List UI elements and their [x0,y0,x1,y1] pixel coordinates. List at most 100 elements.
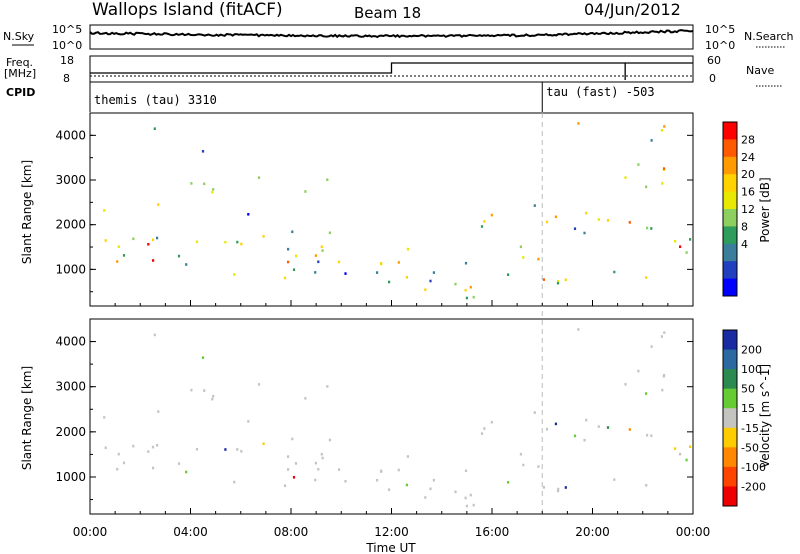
power-cell [247,213,250,216]
power-cell [490,213,493,217]
power-cell [257,176,261,179]
power-cell [469,285,472,289]
velocity-colorbar-swatch [723,408,737,429]
velocity-cell [557,487,560,491]
velocity-colorbar-tick: 50 [741,383,755,396]
power-cell [117,245,120,248]
velocity-cell [637,369,640,373]
velocity-cell [663,331,666,334]
velocity-cell [247,420,250,423]
velocity-cell [685,458,688,462]
power-cell [212,188,215,191]
velocity-panel-frame [89,318,694,515]
velocity-colorbar-swatch [723,427,737,448]
power-cell [545,220,549,224]
velocity-cell [522,463,525,467]
velocity-colorbar-tick: 100 [741,363,762,376]
power-cell [317,260,320,264]
noise-right-label: N.Search [744,30,794,43]
power-cell [522,256,525,259]
power-cell [177,254,181,258]
freq-left-tick-top: 18 [60,54,74,67]
velocity-cell [376,478,379,482]
velocity-cell [573,434,577,438]
velocity-cell [424,496,427,499]
power-cell [465,296,468,300]
velocity-cell [153,333,156,337]
power-cell [624,176,627,179]
velocity-cell [344,480,347,483]
power-cell [573,227,577,230]
x-tick-label: 08:00 [274,525,309,539]
velocity-cell [429,487,432,491]
freq-left-label: Freq. [6,56,33,69]
power-cell [554,215,557,219]
cpid-mode-2: tau (fast) -503 [546,85,654,99]
power-cell [147,243,150,246]
power-cell [689,238,692,241]
power-cell [314,254,317,257]
power-cell [376,271,379,274]
velocity-cell [660,335,663,338]
velocity-cell [663,373,666,377]
power-cell [153,127,156,130]
velocity-cell [645,392,648,395]
velocity-cell [262,442,265,445]
velocity-cell [689,445,692,448]
velocity-cell [380,469,383,473]
power-colorbar-tick: 12 [741,203,755,216]
power-colorbar-tick: 8 [741,220,748,233]
power-colorbar-label: Power [dB] [758,177,772,242]
noise-sky-line [89,29,694,39]
power-cell [429,279,432,283]
power-cell [454,282,457,286]
power-ytick-label: 4000 [55,128,86,142]
power-colorbar-swatch [723,243,737,262]
power-cell [304,190,307,193]
velocity-cell [564,486,567,489]
power-heatmap-cells [103,122,692,300]
velocity-cell [465,504,468,508]
velocity-cell [483,427,486,430]
power-cell [606,219,610,222]
velocity-cell [388,488,391,491]
power-colorbar-tick: 24 [741,151,755,164]
power-cell [287,260,290,264]
velocity-colorbar-label: Velocity [m s^-1] [758,364,772,468]
power-cell [577,122,580,125]
velocity-cell [152,466,155,470]
velocity-cell [585,418,588,422]
power-cell [645,185,648,189]
site-title: Wallops Island (fitACF) [92,0,283,20]
velocity-cell [432,478,435,482]
power-cell [464,261,468,265]
velocity-y-ticks: 1000 2000 3000 4000 [55,318,693,501]
velocity-cell [212,394,215,398]
noise-left-tick-top: 10^5 [52,23,82,36]
power-colorbar-swatch [723,122,737,140]
velocity-cell [597,425,600,428]
power-cell [405,276,408,279]
velocity-cell [406,455,409,458]
noise-left-label: N.Sky [3,30,35,43]
power-cell [628,221,631,224]
power-cell [483,220,486,223]
velocity-cell [545,427,549,431]
velocity-cell [645,484,648,487]
velocity-cell [661,388,664,392]
power-ytick-label: 3000 [55,173,86,187]
power-cell [519,245,522,249]
velocity-cell [190,388,193,392]
velocity-cell [454,490,457,494]
velocity-cell [224,448,227,451]
velocity-cell [236,448,239,451]
power-cell [320,245,323,249]
velocity-cell [201,356,205,359]
power-cell [464,288,467,292]
velocity-cell [320,452,323,456]
velocity-ytick-label: 4000 [55,335,86,349]
power-cell [557,280,560,283]
power-cell [585,211,588,215]
power-cell [679,245,682,248]
velocity-cell [537,465,540,468]
